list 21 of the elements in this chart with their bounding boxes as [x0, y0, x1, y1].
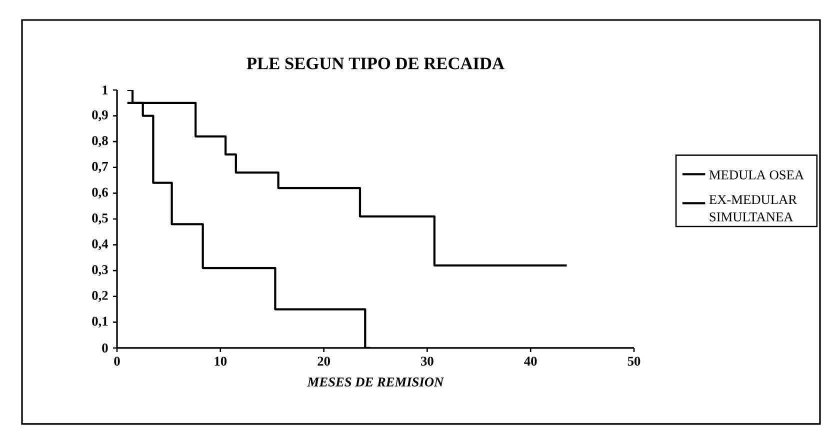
x-tick-label: 50	[628, 356, 640, 366]
chart-title: PLE SEGUN TIPO DE RECAIDA	[246, 58, 504, 70]
x-tick-label: 40	[524, 356, 537, 366]
legend-label: MEDULA OSEA	[709, 170, 804, 180]
x-tick-label: 10	[214, 356, 227, 366]
x-tick-label: 20	[318, 356, 330, 366]
y-tick-label: 0,2	[92, 290, 108, 302]
y-tick-label: 0	[102, 343, 108, 352]
y-tick-label: 0,4	[92, 239, 108, 250]
x-tick-label: 30	[421, 356, 434, 366]
x-tick-label: 0	[114, 356, 120, 366]
y-tick-label: 0,9	[92, 110, 108, 122]
y-tick-label: 0,8	[92, 136, 108, 148]
y-tick-label: 0,5	[92, 214, 108, 224]
legend-label: EX-MEDULAR SIMULTANEA	[709, 195, 798, 222]
y-tick-label: 1	[102, 86, 108, 94]
x-axis-title: MESES DE REMISION	[307, 378, 444, 386]
y-tick-label: 0,3	[92, 265, 108, 276]
y-tick-label: 0,7	[92, 162, 108, 173]
y-tick-label: 0,1	[92, 316, 108, 328]
y-tick-label: 0,6	[92, 188, 108, 199]
